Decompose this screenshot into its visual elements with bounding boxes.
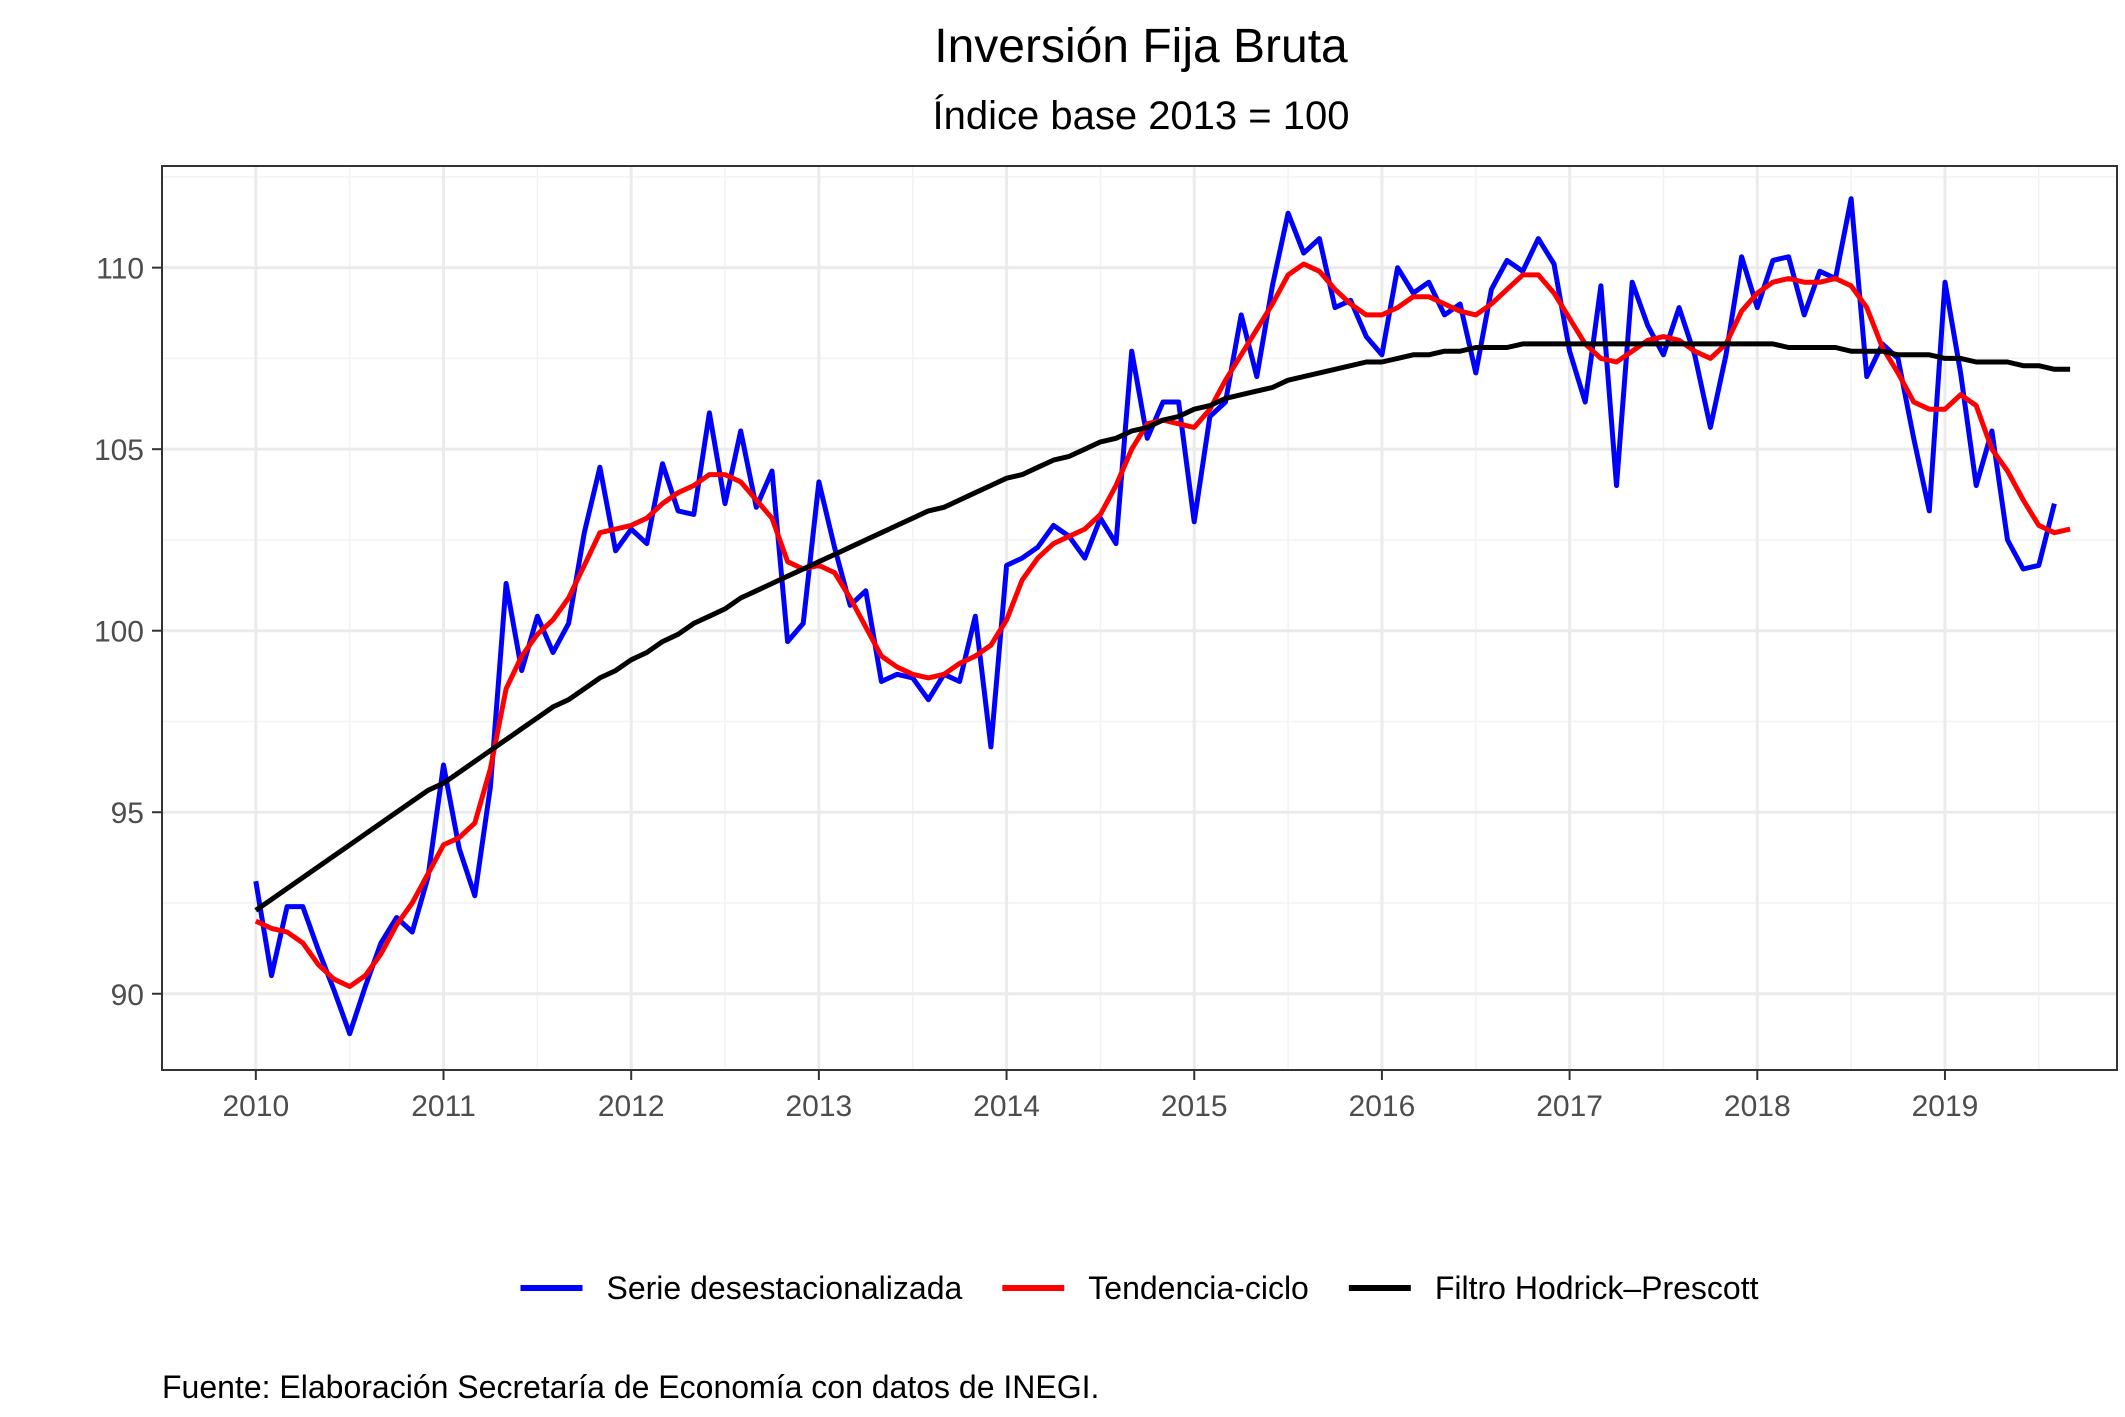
x-tick-label: 2011 bbox=[411, 1090, 476, 1123]
grid bbox=[162, 166, 2117, 1070]
series-line-1 bbox=[253, 196, 2057, 1037]
x-tick-label: 2018 bbox=[1724, 1090, 1791, 1123]
series-line-2 bbox=[254, 261, 2071, 989]
legend-label: Serie desestacionalizada bbox=[607, 1270, 963, 1306]
chart-caption: Fuente: Elaboración Secretaría de Econom… bbox=[162, 1369, 1099, 1405]
x-tick-label: 2013 bbox=[786, 1090, 853, 1123]
legend-label: Filtro Hodrick–Prescott bbox=[1435, 1270, 1759, 1306]
series-line-3 bbox=[254, 341, 2071, 913]
y-tick-label: 90 bbox=[111, 979, 144, 1012]
x-tick-label: 2010 bbox=[222, 1090, 289, 1123]
y-tick-label: 95 bbox=[111, 797, 144, 830]
plot-panel-border bbox=[161, 165, 2118, 1071]
chart-title: Inversión Fija Bruta bbox=[934, 20, 1348, 73]
y-tick-label: 105 bbox=[94, 434, 144, 467]
x-tick-label: 2016 bbox=[1349, 1090, 1416, 1123]
x-tick-label: 2017 bbox=[1536, 1090, 1603, 1123]
x-tick-label: 2012 bbox=[598, 1090, 665, 1123]
y-tick-label: 110 bbox=[96, 253, 144, 286]
x-tick-label: 2015 bbox=[1161, 1090, 1228, 1123]
x-tick-label: 2019 bbox=[1912, 1090, 1979, 1123]
chart-subtitle: Índice base 2013 = 100 bbox=[932, 93, 1349, 138]
legend: Serie desestacionalizada Tendencia-ciclo F… bbox=[520, 1270, 1759, 1306]
x-tick-label: 2014 bbox=[973, 1090, 1040, 1123]
y-tick-label: 100 bbox=[94, 616, 144, 649]
axes: 90 95 100 105 110 2010 2011 2012 2013 2014 2015 201… bbox=[94, 253, 1978, 1123]
series-lines bbox=[253, 196, 2071, 1037]
legend-label: Tendencia-ciclo bbox=[1088, 1270, 1309, 1306]
